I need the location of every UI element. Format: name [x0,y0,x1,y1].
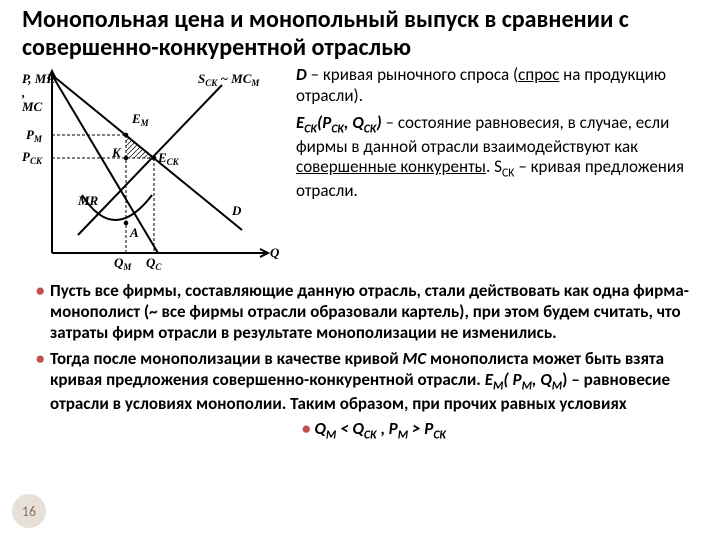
label-pck: PCK [22,149,43,166]
label-d: D [231,203,242,218]
label-mr: MR [77,193,99,208]
side-line-1: D – кривая рыночного спроса (спрос на пр… [296,65,698,106]
mr-line [52,75,158,253]
label-em: EM [131,111,150,128]
monopoly-chart: P, MR , MC Q SCK ~ MCM D MR EM ECK K A P… [22,65,282,275]
side-line-2: ECK(PCK, QCK) – состояние равновесия, в … [296,113,698,202]
svg-text:MC: MC [22,99,43,114]
y-axis-label: P, MR [22,71,55,86]
label-a: A [129,225,139,240]
label-sck: SCK ~ MCM [198,71,260,88]
slide: Монопольная цена и монопольный выпуск в … [0,0,720,540]
svg-text:,: , [22,85,25,100]
label-qc: QC [146,255,162,272]
content-row: P, MR , MC Q SCK ~ MCM D MR EM ECK K A P… [22,65,698,275]
bullet-list: Пусть все фирмы, составляющие данную отр… [22,281,698,442]
slide-title: Монопольная цена и монопольный выпуск в … [22,6,698,61]
label-eck: ECK [157,150,180,167]
x-axis-label: Q [270,245,280,260]
inequality-line: QM < QCK , PM > PCK [50,419,698,443]
chart-area: P, MR , MC Q SCK ~ MCM D MR EM ECK K A P… [22,65,282,275]
bullet-1: Пусть все фирмы, составляющие данную отр… [36,281,698,343]
supply-line [78,85,222,235]
bullet-2: Тогда после монополизации в качестве кри… [36,349,698,442]
page-number-badge: 16 [12,494,46,528]
deadweight-loss-area [126,135,154,158]
side-text: D – кривая рыночного спроса (спрос на пр… [296,65,698,208]
label-k: K [111,145,122,160]
label-pm: PM [26,127,43,144]
label-qm: QM [114,255,132,272]
